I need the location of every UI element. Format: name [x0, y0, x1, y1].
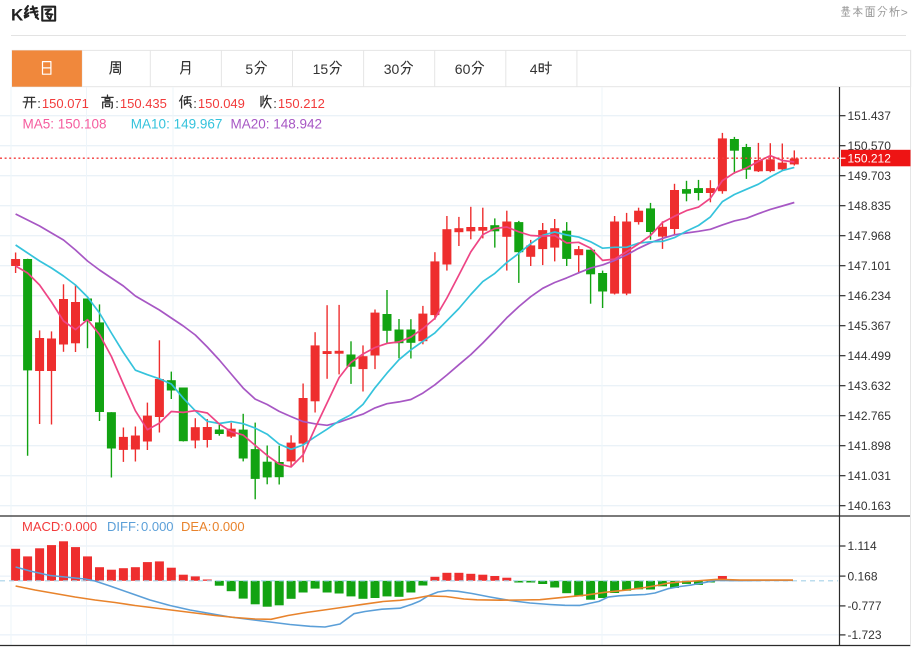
- svg-text:150.435: 150.435: [120, 96, 167, 111]
- svg-text:0.168: 0.168: [848, 569, 878, 583]
- svg-text::: :: [37, 96, 41, 111]
- svg-text:5: 5: [245, 61, 253, 77]
- svg-text:144.499: 144.499: [848, 349, 892, 363]
- svg-text:15: 15: [313, 61, 329, 77]
- svg-text:150.071: 150.071: [42, 96, 89, 111]
- svg-text:148.835: 148.835: [848, 199, 892, 213]
- svg-text:MACD:: MACD:: [22, 519, 64, 534]
- svg-text:150.570: 150.570: [848, 139, 892, 153]
- svg-text:DIFF:: DIFF:: [107, 519, 140, 534]
- svg-text:151.437: 151.437: [848, 109, 892, 123]
- svg-text:150.212: 150.212: [278, 96, 325, 111]
- svg-text:142.765: 142.765: [848, 409, 892, 423]
- svg-text::: :: [115, 96, 119, 111]
- svg-text:-1.723: -1.723: [848, 628, 882, 642]
- svg-text:146.234: 146.234: [848, 289, 892, 303]
- svg-text:60: 60: [455, 61, 471, 77]
- svg-text:4: 4: [530, 61, 538, 77]
- svg-text:30: 30: [384, 61, 400, 77]
- svg-text:141.031: 141.031: [848, 469, 892, 483]
- svg-text:1.114: 1.114: [848, 539, 877, 553]
- svg-text:150.212: 150.212: [848, 151, 892, 165]
- svg-text:>: >: [901, 6, 908, 20]
- svg-text:145.367: 145.367: [848, 319, 892, 333]
- svg-text:MA5: 150.108: MA5: 150.108: [23, 117, 107, 132]
- svg-text:K: K: [11, 6, 24, 25]
- svg-text:143.632: 143.632: [848, 379, 892, 393]
- svg-text:141.898: 141.898: [848, 439, 892, 453]
- svg-text:0.000: 0.000: [65, 519, 98, 534]
- svg-text::: :: [273, 96, 277, 111]
- svg-text:147.968: 147.968: [848, 229, 892, 243]
- svg-text:149.703: 149.703: [848, 169, 892, 183]
- svg-text:MA10: 149.967: MA10: 149.967: [131, 117, 223, 132]
- svg-text:-0.777: -0.777: [848, 599, 882, 613]
- svg-text::: :: [193, 96, 197, 111]
- svg-text:140.163: 140.163: [848, 499, 892, 513]
- svg-text:MA20: 148.942: MA20: 148.942: [231, 117, 323, 132]
- svg-text:150.049: 150.049: [198, 96, 245, 111]
- svg-text:DEA:: DEA:: [181, 519, 211, 534]
- svg-text:147.101: 147.101: [848, 259, 892, 273]
- svg-text:0.000: 0.000: [212, 519, 245, 534]
- svg-text:0.000: 0.000: [141, 519, 174, 534]
